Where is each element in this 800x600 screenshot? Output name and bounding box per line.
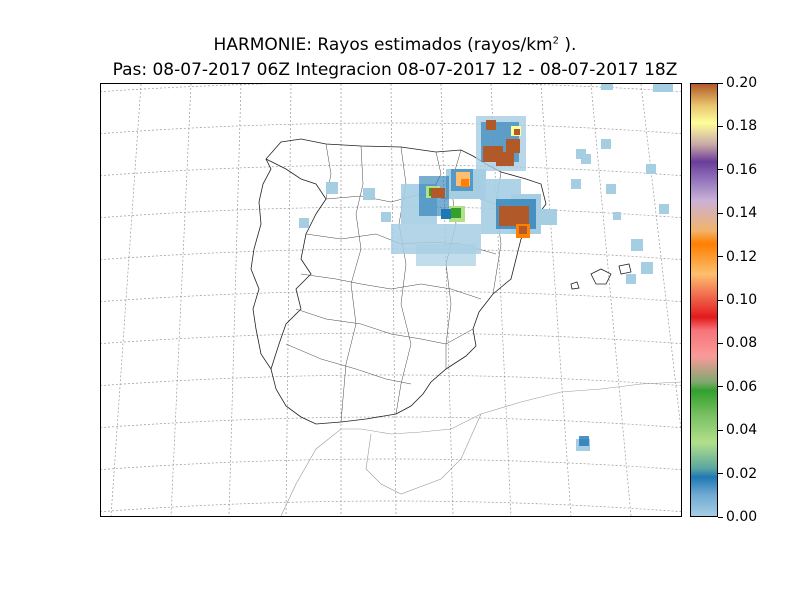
colorbar-tick-label: 0.12 [726,248,758,265]
colorbar-tick-mark [718,299,723,301]
colorbar-tick-mark [718,342,723,344]
colorbar-tick-mark [718,212,723,214]
lightning-cells [299,84,673,451]
colorbar-tick-mark [718,473,723,475]
map-frame [50,81,692,517]
title-text: HARMONIE: Rayos estimados (rayos/km [213,35,553,55]
colorbar-tick-mark [718,82,723,84]
colorbar-tick-label: 0.00 [726,509,758,525]
colorbar-tick-label: 0.16 [726,161,758,178]
graticule [50,81,692,517]
colorbar-tick-label: 0.08 [726,335,758,352]
africa-coast [280,381,682,517]
map-title: HARMONIE: Rayos estimados (rayos/km2 ). [0,35,790,55]
colorbar [690,83,718,517]
colorbar-tick-label: 0.18 [726,118,758,135]
title-tail: ). [559,35,577,55]
colorbar-tick-label: 0.04 [726,422,758,439]
colorbar-tick-label: 0.02 [726,465,758,482]
map-canvas [50,81,692,517]
colorbar-tick-mark [718,256,723,258]
colorbar-tick-mark [718,386,723,388]
title-superscript: 2 [552,35,559,47]
colorbar-tick-mark [718,429,723,431]
colorbar-tick-mark [718,125,723,127]
colorbar-tick-label: 0.14 [726,205,758,222]
map-subtitle: Pas: 08-07-2017 06Z Integracion 08-07-20… [112,60,678,80]
colorbar-tick-label: 0.20 [726,75,758,91]
colorbar-tick-label: 0.10 [726,292,758,308]
colorbar-tick-mark [718,516,723,518]
colorbar-tick-mark [718,169,723,171]
colorbar-tick-label: 0.06 [726,378,758,395]
